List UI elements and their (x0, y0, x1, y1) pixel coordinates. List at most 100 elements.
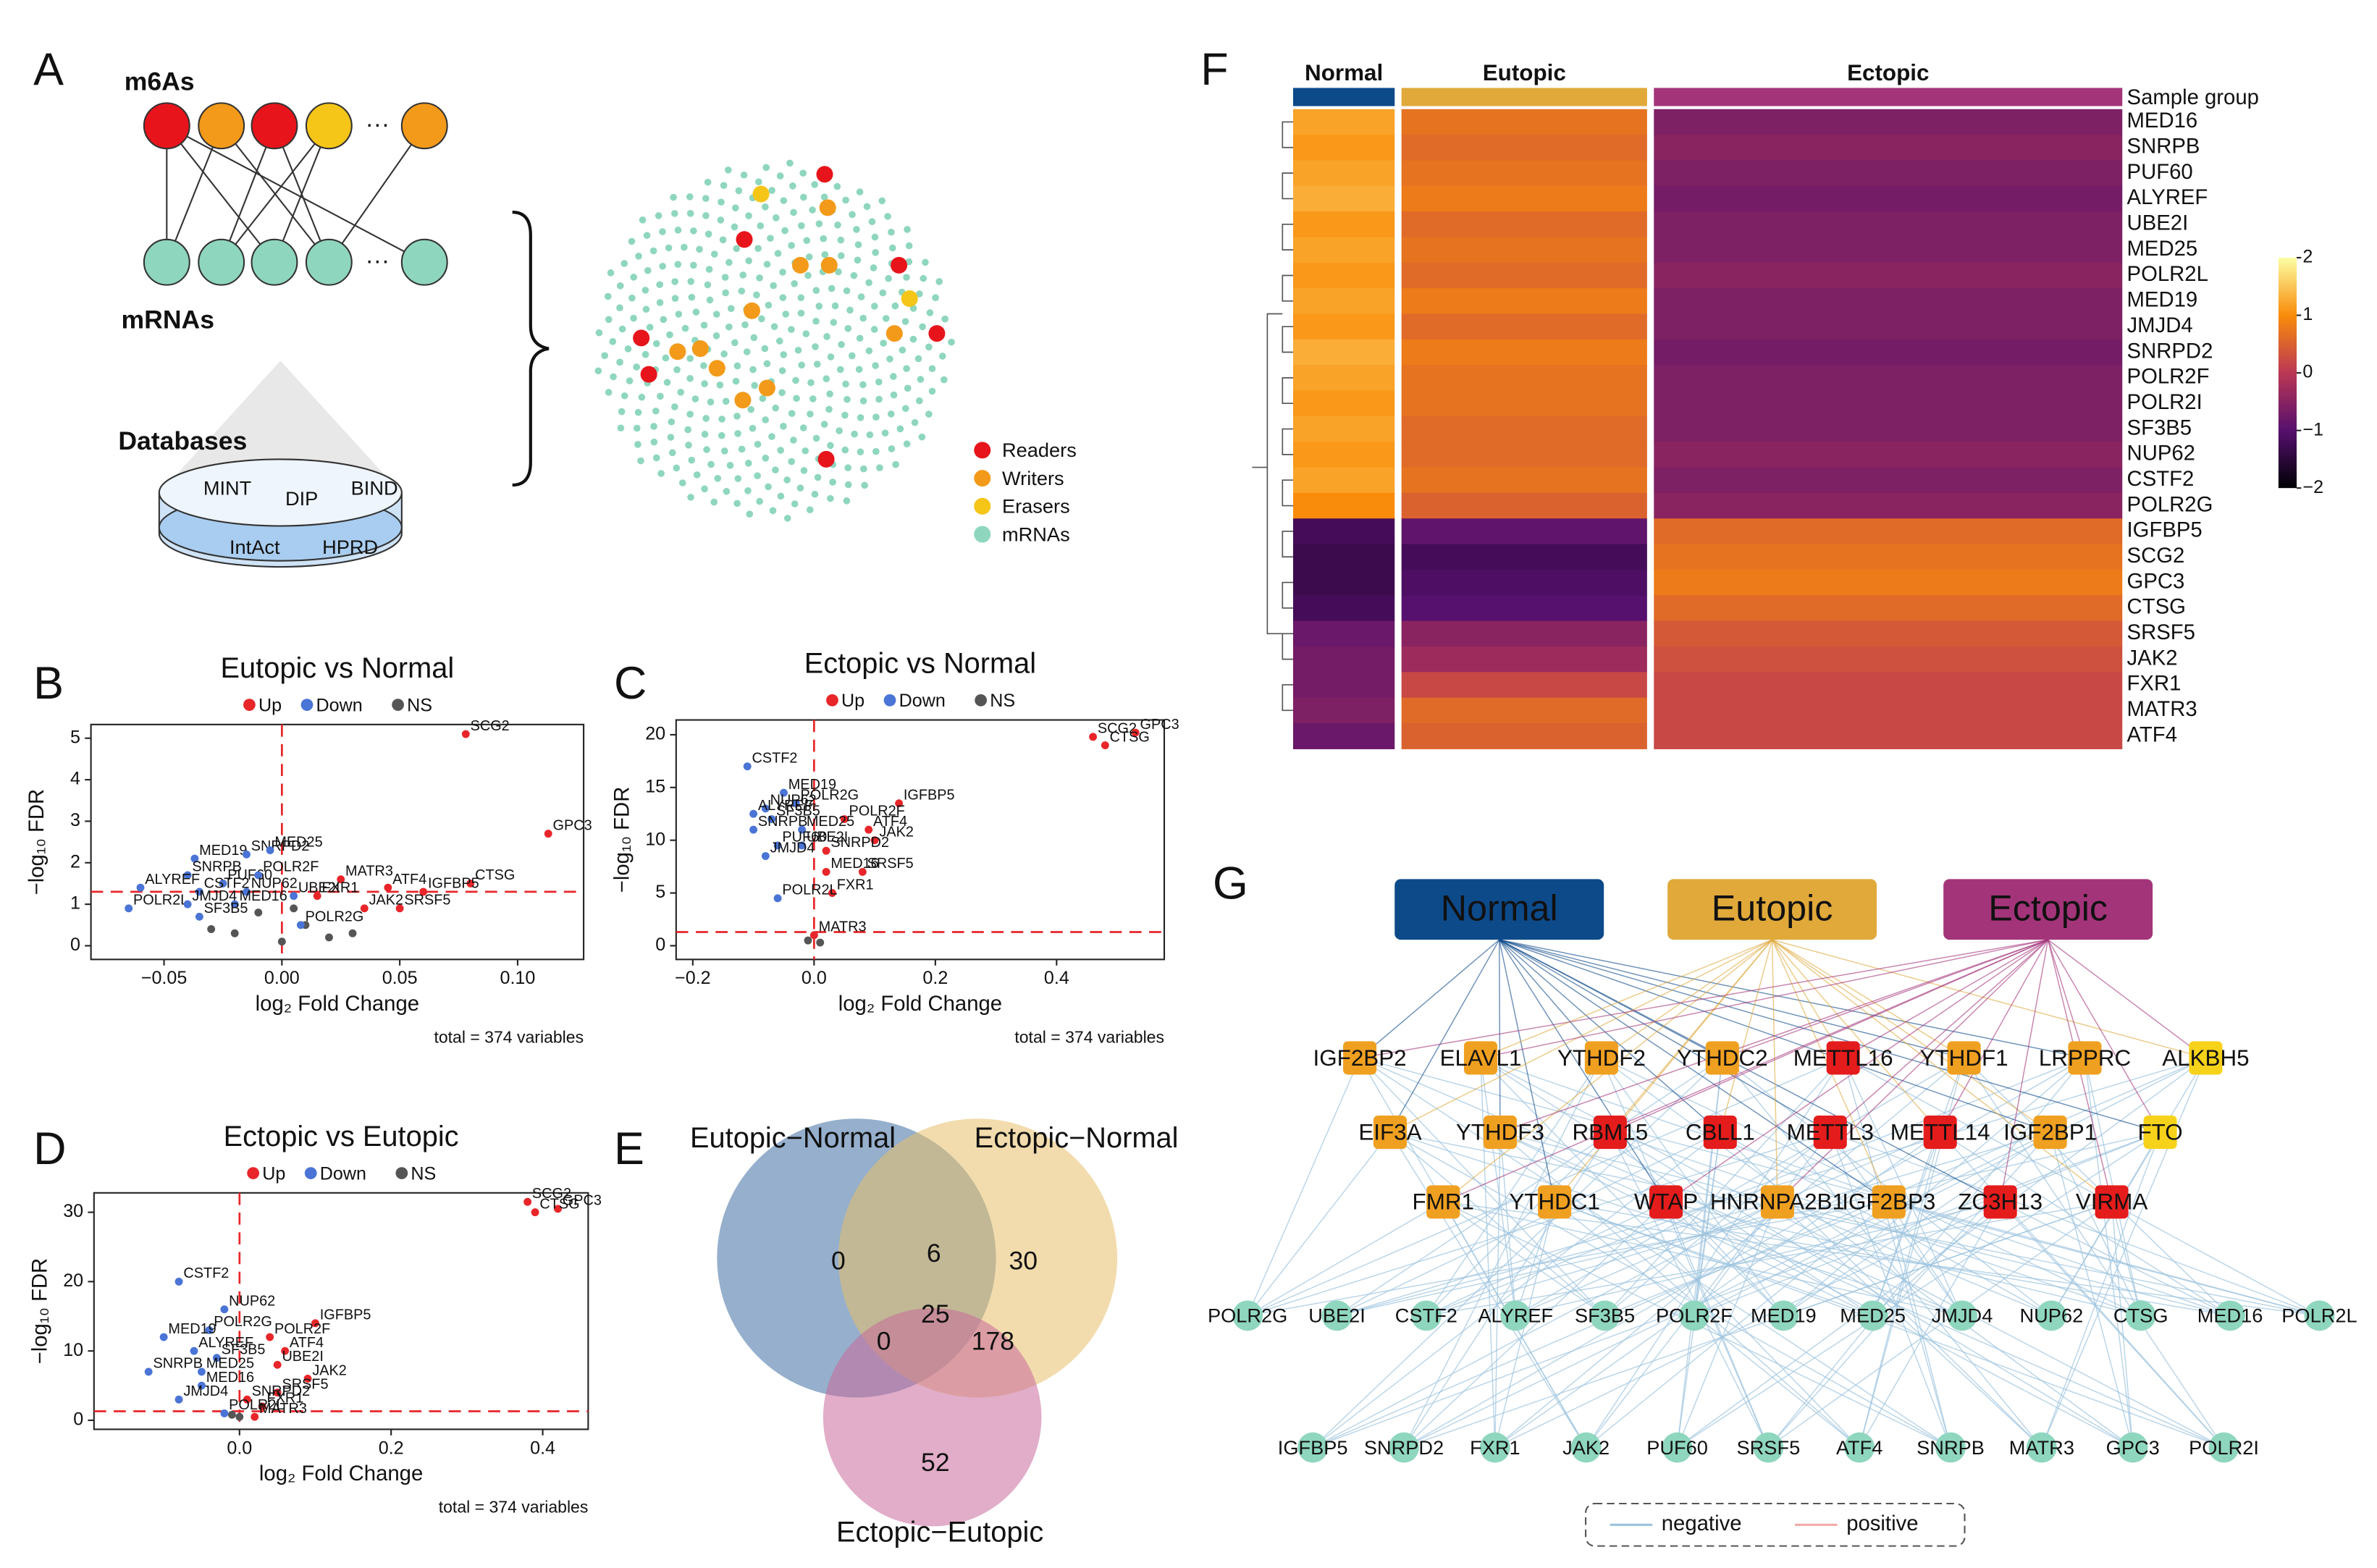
y-axis-label: −log₁₀ FDR (610, 787, 634, 893)
venn-set-label: Ectopic−Eutopic (836, 1516, 1043, 1548)
cloud-dot (782, 311, 790, 318)
colorbar-tick-label: 2 (2302, 247, 2313, 267)
cloud-dot (643, 232, 651, 240)
legend-label: negative (1662, 1512, 1742, 1535)
y-tick-label: 3 (70, 810, 80, 830)
edge (1676, 1131, 1721, 1448)
m6a-label: EIF3A (1358, 1119, 1421, 1145)
point-label: PUF60 (782, 830, 827, 846)
heat-cell (1401, 313, 1647, 340)
cloud-dot (704, 178, 712, 186)
cloud-dot (871, 303, 878, 310)
cloud-node (816, 166, 833, 183)
cloud-dot (735, 187, 743, 195)
point-label: SCG2 (1098, 721, 1137, 737)
cloud-dot (701, 431, 709, 438)
cloud-dot (617, 424, 625, 432)
edge (1389, 939, 1500, 1133)
mrna-label: CTSG (2113, 1304, 2168, 1327)
point-label: ATF4 (290, 1335, 324, 1351)
edge (1498, 940, 1501, 1133)
cloud-dot (842, 196, 849, 204)
edge (1601, 1057, 2134, 1449)
heat-cell (1654, 237, 2123, 264)
cloud-dot (779, 294, 787, 301)
cloud-dot (780, 197, 788, 204)
edge (1499, 939, 1555, 1202)
point (419, 888, 428, 896)
heat-cell (1654, 672, 2123, 699)
cloud-dot (751, 382, 758, 389)
m6a-node (1343, 1041, 1377, 1075)
cloud-dot (914, 355, 922, 363)
heat-cell (1654, 135, 2123, 161)
cloud-dot (887, 410, 895, 418)
venn-count: 0 (877, 1326, 891, 1355)
point-label: JMJD4 (183, 1383, 228, 1399)
point-label: SRSF5 (404, 893, 450, 909)
edge (2048, 939, 2161, 1133)
cloud-dot (911, 418, 919, 426)
mrna-label: mRNAs (122, 305, 215, 334)
point-label: FXR1 (267, 1391, 304, 1407)
point (773, 841, 782, 850)
cloud-dot (780, 422, 787, 430)
edge (1337, 1057, 1723, 1316)
cloud-dot (734, 475, 742, 482)
row-label: IGFBP5 (2127, 518, 2203, 542)
cloud-dot (754, 440, 762, 448)
cloud-dot (798, 222, 805, 229)
cloud-dot (678, 479, 686, 486)
heat-cell (1401, 569, 1647, 596)
point (822, 846, 830, 855)
mrna-node (1232, 1300, 1263, 1331)
edge (1494, 1201, 2001, 1449)
cloud-dot (799, 193, 807, 201)
edge (1963, 1058, 2225, 1448)
cloud-node (736, 231, 753, 248)
heat-cell (1292, 185, 1395, 212)
row-label: NUP62 (2127, 442, 2195, 465)
point (828, 889, 836, 897)
databases-label: Databases (118, 426, 247, 455)
m6a-label: HNRNPA2B1 (1710, 1189, 1845, 1215)
cloud-node (669, 343, 686, 361)
edge (1888, 1201, 1963, 1316)
mrna-label: GPC3 (2106, 1436, 2160, 1459)
heat-cell (1401, 185, 1647, 212)
edge (1247, 1058, 1360, 1316)
edge (1676, 1202, 1778, 1448)
heat-cell (1654, 313, 2123, 340)
edge (1480, 1058, 1496, 1448)
edge (2049, 1131, 2134, 1448)
edge (1772, 939, 2051, 1133)
cloud-dot (809, 206, 816, 214)
cloud-dot (662, 354, 670, 362)
cloud-dot (739, 271, 747, 279)
cloud-dot (915, 397, 923, 405)
cloud-dot (681, 324, 689, 332)
mrna-node (1753, 1432, 1784, 1463)
cloud-dot (935, 278, 943, 285)
mrna-node (1947, 1300, 1977, 1331)
cloud-dot (762, 164, 770, 172)
cloud-dot (595, 329, 603, 337)
cloud-dot (775, 337, 783, 345)
cloud-dot (844, 464, 852, 472)
cloud-dot (807, 379, 815, 387)
cloud-dot (854, 241, 862, 248)
point (207, 925, 216, 933)
legend-swatch (247, 1167, 260, 1179)
edge (1247, 1131, 1391, 1316)
cloud-dot (773, 214, 780, 222)
group-box-label: Ectopic (1988, 888, 2108, 929)
m6a-label: IGF2BP1 (2003, 1119, 2097, 1145)
row-label: JAK2 (2127, 646, 2178, 670)
cloud-dot (725, 166, 732, 174)
database-name: HPRD (322, 536, 378, 558)
cloud-dot (749, 424, 757, 432)
cloud-dot (875, 395, 883, 403)
cloud-dot (706, 296, 714, 304)
cloud-dot (691, 395, 699, 402)
mrna-label: ATF4 (1836, 1436, 1883, 1459)
